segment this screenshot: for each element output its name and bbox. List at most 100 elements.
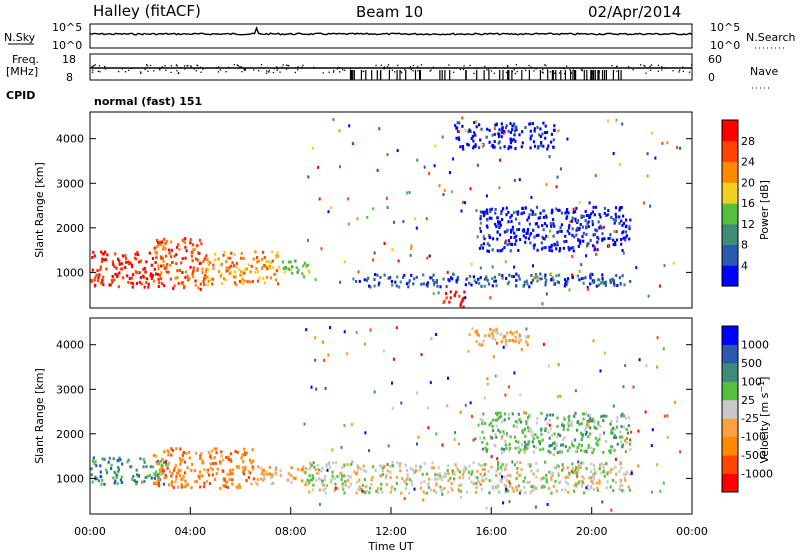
echo-cell (533, 276, 536, 280)
echo-cell (501, 463, 504, 467)
echo-cell (308, 490, 311, 494)
echo-cell (103, 457, 106, 461)
echo-cell (531, 440, 534, 444)
freq-point (487, 68, 490, 70)
echo-cell (172, 486, 175, 490)
echo-cell (236, 465, 239, 469)
colorbar-segment (722, 203, 738, 225)
echo-cell (350, 423, 353, 426)
echo-cell (609, 422, 612, 426)
echo-cell (564, 476, 567, 480)
echo-cell (551, 209, 554, 213)
echo-cell (470, 137, 473, 140)
echo-cell (198, 262, 201, 265)
echo-cell (559, 394, 562, 398)
echo-cell (619, 435, 622, 439)
echo-cell (290, 473, 293, 477)
echo-cell (445, 292, 448, 296)
echo-cell (233, 281, 236, 285)
echo-cell (446, 270, 449, 274)
echo-cell (596, 486, 599, 490)
echo-cell (529, 413, 532, 417)
echo-cell (607, 237, 610, 240)
echo-cell (568, 446, 571, 450)
echo-cell (600, 415, 603, 419)
echo-cell (183, 485, 186, 489)
echo-cell (311, 477, 314, 481)
echo-cell (256, 478, 259, 481)
echo-cell (523, 476, 527, 480)
echo-cell (425, 491, 429, 495)
freq-point (678, 71, 680, 73)
echo-cell (595, 481, 598, 485)
echo-cell (470, 283, 473, 287)
echo-cell (143, 266, 146, 270)
echo-cell (586, 244, 589, 248)
echo-cell (548, 249, 551, 252)
echo-cell (503, 145, 506, 149)
freq-point (218, 66, 220, 68)
echo-cell (402, 220, 405, 224)
echo-cell (184, 237, 187, 241)
echo-cell (174, 463, 178, 467)
echo-cell (587, 488, 590, 492)
echo-cell (539, 135, 543, 138)
echo-cell (498, 226, 501, 230)
echo-cell (181, 238, 184, 242)
freq-point (277, 67, 279, 70)
echo-cell (227, 256, 230, 260)
echo-cell (559, 226, 562, 230)
echo-cell (207, 261, 210, 265)
echo-cell (541, 132, 544, 136)
echo-cell (544, 460, 547, 464)
echo-cell (486, 382, 489, 386)
echo-cell (482, 242, 485, 246)
echo-cell (651, 428, 654, 432)
freq-point (682, 66, 684, 68)
freq-point (657, 64, 660, 67)
echo-cell (254, 481, 258, 485)
echo-cell (302, 275, 306, 279)
echo-cell (551, 413, 554, 417)
echo-cell (144, 476, 147, 479)
echo-cell (620, 242, 623, 246)
echo-cell (508, 448, 511, 452)
echo-cell (321, 466, 324, 470)
echo-cell (472, 438, 475, 442)
echo-cell (213, 456, 216, 459)
echo-cell (214, 478, 217, 481)
echo-cell (128, 277, 131, 280)
freq-point (664, 67, 666, 69)
echo-cell (476, 469, 479, 473)
echo-cell (496, 216, 499, 220)
echo-cell (492, 237, 495, 241)
freq-point (279, 71, 281, 73)
cpid-value: normal (fast) 151 (94, 95, 202, 108)
freq-point (542, 72, 544, 74)
echo-cell (566, 215, 569, 219)
echo-cell (427, 485, 430, 489)
echo-cell (493, 275, 496, 279)
echo-cell (416, 391, 419, 395)
echo-cell (598, 463, 602, 467)
echo-cell (537, 233, 540, 237)
echo-cell (504, 260, 507, 264)
echo-cell (532, 228, 535, 232)
echo-cell (524, 411, 527, 415)
freq-point (616, 66, 618, 68)
echo-cell (509, 122, 512, 126)
echo-cell (557, 281, 560, 284)
echo-cell (314, 358, 317, 362)
echo-cell (271, 473, 274, 477)
echo-cell (575, 428, 579, 432)
echo-cell (556, 243, 559, 247)
echo-cell (500, 340, 503, 344)
echo-cell (341, 466, 344, 469)
echo-cell (477, 333, 480, 337)
echo-cell (538, 133, 541, 137)
echo-cell (620, 440, 623, 444)
echo-cell (408, 279, 411, 283)
echo-cell (526, 419, 529, 422)
echo-cell (475, 340, 478, 344)
echo-cell (202, 461, 205, 465)
